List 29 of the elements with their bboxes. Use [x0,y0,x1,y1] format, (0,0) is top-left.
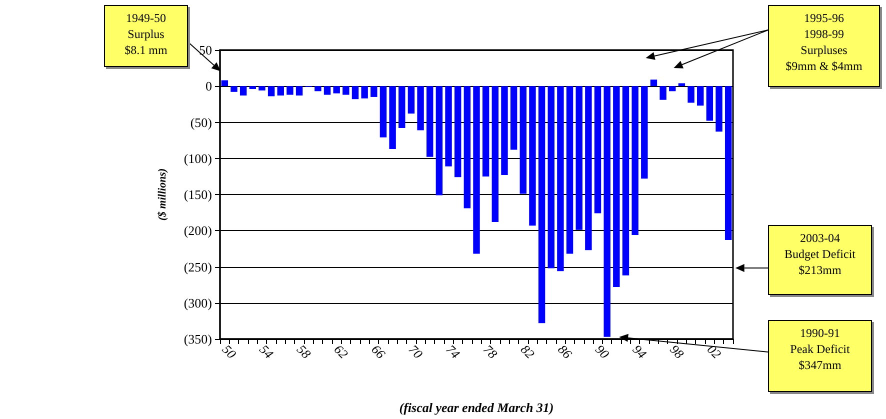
y-tick-label: (300) [184,295,212,310]
x-tick-label: 02 [704,342,725,362]
callout-box: 2003-04 Budget Deficit $213mm [768,225,872,295]
x-tick-label: 78 [480,342,501,362]
callout-box: 1995-96 1998-99 Surpluses $9mm & $4mm [768,5,880,87]
x-tick-label: 82 [518,342,538,362]
x-tick-label: 62 [331,342,352,362]
x-tick-label: 66 [368,342,389,362]
x-tick-label: 50 [219,342,240,362]
y-tick-label: (350) [184,332,212,346]
y-tick-label: 0 [206,78,212,94]
x-tick-label: 74 [443,342,464,362]
x-tick-label: 58 [294,342,314,362]
y-tick-label: (150) [184,187,212,202]
y-tick-label: (200) [184,223,212,238]
y-axis-title: ($ millions) [156,168,168,221]
y-tick-label: 50 [199,42,212,58]
y-tick-label: (100) [184,150,212,166]
x-tick-label: 98 [667,342,688,362]
callout-box: 1949-50 Surplus $8.1 mm [104,5,188,67]
x-tick-label: 70 [406,342,426,362]
x-tick-label: 90 [592,342,613,362]
y-tick-label: (250) [184,259,212,274]
x-tick-label: 86 [555,342,576,362]
x-tick-label: 54 [256,342,277,362]
y-tick-label: (50) [190,114,212,130]
x-tick-label: 94 [630,342,650,362]
x-axis-title: (fiscal year ended March 31) [399,400,554,415]
callout-box: 1990-91 Peak Deficit $347mm [768,320,872,392]
